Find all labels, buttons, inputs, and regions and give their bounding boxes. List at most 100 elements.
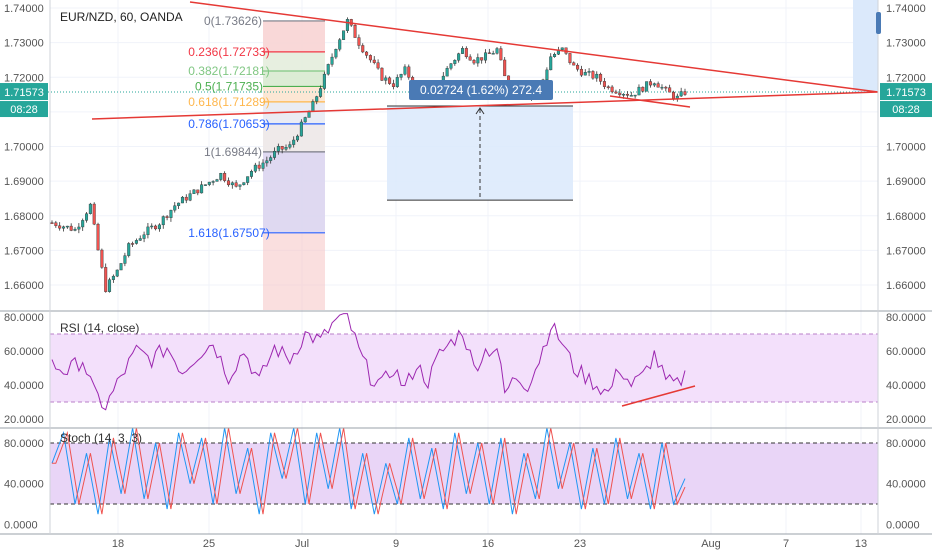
candle[interactable]	[399, 74, 403, 78]
candle[interactable]	[652, 83, 656, 86]
candle[interactable]	[495, 48, 499, 54]
candle[interactable]	[679, 91, 683, 97]
candle[interactable]	[668, 87, 672, 93]
candle[interactable]	[207, 181, 211, 185]
candle[interactable]	[154, 225, 158, 230]
candle[interactable]	[384, 77, 388, 81]
candle[interactable]	[65, 225, 69, 228]
candle[interactable]	[361, 45, 365, 53]
candle[interactable]	[219, 173, 223, 180]
candle[interactable]	[269, 157, 273, 161]
candle[interactable]	[226, 180, 230, 186]
candle[interactable]	[157, 224, 161, 230]
candle[interactable]	[453, 60, 457, 64]
candle[interactable]	[119, 263, 123, 271]
candle[interactable]	[319, 88, 323, 97]
scroll-handle[interactable]	[876, 12, 881, 34]
candle[interactable]	[249, 170, 253, 177]
candle[interactable]	[50, 222, 54, 224]
candle[interactable]	[215, 179, 219, 182]
candle[interactable]	[445, 68, 449, 77]
candle[interactable]	[296, 135, 300, 141]
rsi-line[interactable]	[51, 313, 686, 411]
candle[interactable]	[391, 83, 395, 87]
candle[interactable]	[476, 57, 480, 64]
candle[interactable]	[322, 73, 326, 89]
candle[interactable]	[326, 64, 330, 75]
candle[interactable]	[633, 94, 637, 97]
candle[interactable]	[273, 151, 277, 158]
candle[interactable]	[353, 25, 357, 38]
candle[interactable]	[230, 182, 234, 186]
candle[interactable]	[234, 182, 238, 187]
candle[interactable]	[104, 267, 108, 292]
candle[interactable]	[161, 216, 165, 226]
candle[interactable]	[637, 86, 641, 96]
candle[interactable]	[645, 81, 649, 92]
candle[interactable]	[342, 30, 346, 40]
candle[interactable]	[403, 66, 407, 75]
candle[interactable]	[127, 243, 131, 256]
candle[interactable]	[671, 91, 675, 99]
candle[interactable]	[614, 91, 618, 94]
candle[interactable]	[242, 182, 246, 185]
candle[interactable]	[138, 238, 142, 241]
candle[interactable]	[464, 48, 468, 58]
candle[interactable]	[200, 184, 204, 194]
candle[interactable]	[246, 176, 250, 183]
candle[interactable]	[395, 77, 399, 87]
candle[interactable]	[487, 52, 491, 54]
candle[interactable]	[261, 162, 265, 169]
candle[interactable]	[69, 225, 73, 231]
upper-trendline[interactable]	[189, 1, 879, 93]
candle[interactable]	[173, 205, 177, 211]
candle[interactable]	[683, 91, 687, 95]
candle[interactable]	[656, 83, 660, 88]
candle[interactable]	[253, 164, 257, 172]
candle[interactable]	[238, 184, 242, 187]
candle[interactable]	[330, 56, 334, 65]
candle[interactable]	[292, 139, 296, 145]
candle[interactable]	[307, 111, 311, 118]
candle[interactable]	[92, 203, 96, 225]
candle[interactable]	[131, 243, 135, 245]
candle[interactable]	[595, 73, 599, 79]
candle[interactable]	[648, 81, 652, 86]
candle[interactable]	[625, 93, 629, 96]
candle[interactable]	[146, 226, 150, 236]
left-price-axis[interactable]: 1.740001.730001.720001.710001.700001.690…	[4, 3, 44, 531]
candle[interactable]	[484, 52, 488, 61]
candle[interactable]	[192, 189, 196, 194]
candle[interactable]	[380, 67, 384, 81]
candle[interactable]	[177, 202, 181, 206]
candle[interactable]	[54, 222, 58, 226]
candle[interactable]	[491, 53, 495, 55]
price-range-measure[interactable]	[387, 105, 573, 201]
candle[interactable]	[338, 39, 342, 50]
candle[interactable]	[587, 71, 591, 73]
candle[interactable]	[311, 101, 315, 112]
candle[interactable]	[610, 86, 614, 93]
candle[interactable]	[449, 63, 453, 69]
candle[interactable]	[257, 164, 261, 169]
candle[interactable]	[372, 59, 376, 63]
time-axis[interactable]: 18 25 Jul 9 16 23 Aug 7 13	[112, 538, 867, 550]
candle[interactable]	[468, 56, 472, 61]
fibonacci-retracement[interactable]	[263, 20, 325, 311]
candle[interactable]	[196, 189, 200, 194]
candle[interactable]	[472, 60, 476, 64]
candle[interactable]	[303, 117, 307, 123]
candle[interactable]	[62, 226, 66, 229]
candle[interactable]	[368, 55, 372, 61]
candle[interactable]	[169, 209, 173, 218]
candle[interactable]	[142, 234, 146, 239]
candle[interactable]	[583, 72, 587, 76]
candle[interactable]	[280, 146, 284, 150]
candle[interactable]	[591, 71, 595, 79]
candle[interactable]	[188, 193, 192, 201]
candle[interactable]	[622, 93, 626, 96]
right-price-axis[interactable]: 1.740001.730001.720001.710001.700001.690…	[886, 3, 926, 531]
candle[interactable]	[115, 269, 119, 277]
candle[interactable]	[123, 255, 127, 264]
short-support-trendline[interactable]	[609, 95, 691, 108]
